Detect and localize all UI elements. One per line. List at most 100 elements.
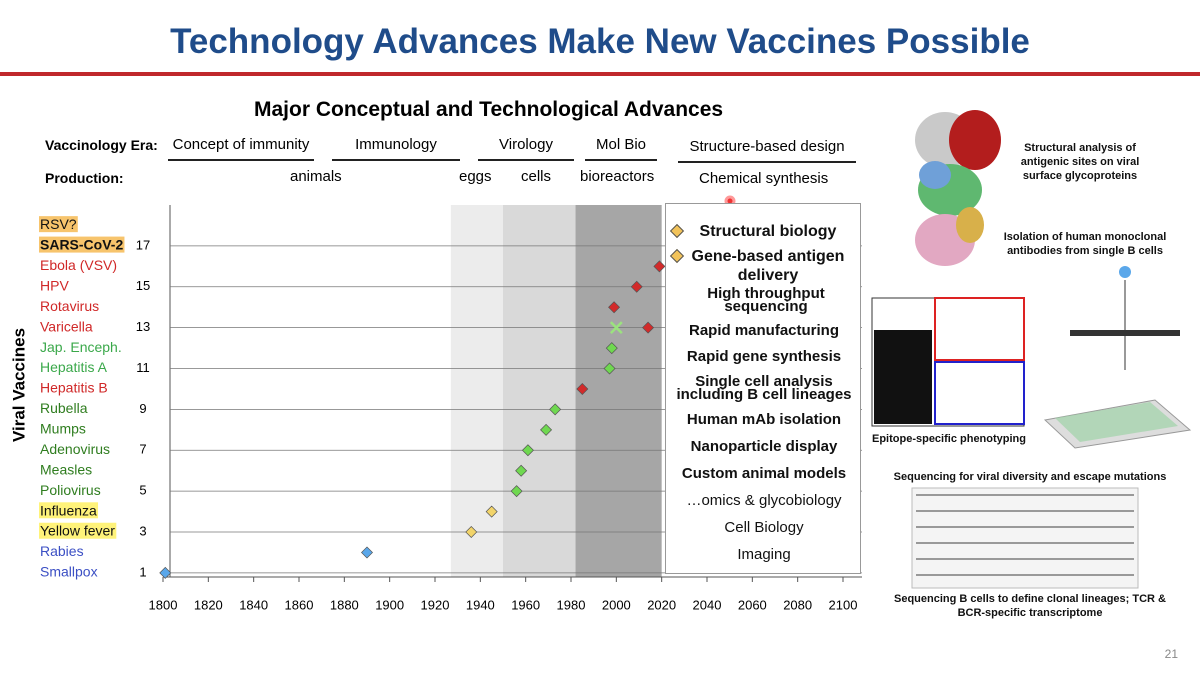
legend-diamond xyxy=(669,223,685,239)
era-band xyxy=(503,205,576,577)
advance-item: High throughput sequencing xyxy=(707,285,825,315)
point xyxy=(642,321,655,334)
category-highlight xyxy=(39,502,99,519)
cloning-diagram xyxy=(1043,266,1192,449)
point xyxy=(603,362,616,375)
category-highlight xyxy=(39,522,117,539)
x-tick-label: 1940 xyxy=(466,597,495,612)
category-label: Rabies xyxy=(40,543,84,559)
flow-plot xyxy=(871,297,1025,427)
point xyxy=(159,566,172,579)
y-tick-label: 3 xyxy=(139,523,146,538)
advance-item: Rapid manufacturing xyxy=(688,322,839,339)
advance-item: Cell Biology xyxy=(724,519,804,536)
x-tick-label: 2020 xyxy=(647,597,676,612)
x-tick-label: 1820 xyxy=(194,597,223,612)
panel-title: Major Conceptual and Technological Advan… xyxy=(254,98,724,121)
category-label: Mumps xyxy=(40,421,86,437)
era-band xyxy=(450,205,503,577)
advance-item: Custom animal models xyxy=(681,465,847,482)
y-tick-label: 13 xyxy=(136,319,150,334)
x-tick-label: 1840 xyxy=(239,597,268,612)
advance-item: Imaging xyxy=(737,546,791,563)
x-tick-label: 2060 xyxy=(738,597,767,612)
point xyxy=(653,260,666,273)
caption: Structural analysis of antigenic sites o… xyxy=(1020,142,1140,182)
category-label: RSV? xyxy=(40,216,77,232)
advance-item: Nanoparticle display xyxy=(690,438,838,455)
era: Immunology xyxy=(332,136,460,161)
era-label: Vaccinology Era: xyxy=(45,137,158,153)
point xyxy=(605,342,618,355)
era: Virology xyxy=(478,136,574,161)
era: Mol Bio xyxy=(585,136,657,161)
category-label: Ebola (VSV) xyxy=(40,257,117,273)
advances-box: Structural biology Gene-based antigen del… xyxy=(665,203,861,574)
x-tick-label: 1960 xyxy=(511,597,540,612)
y-tick-label: 15 xyxy=(136,278,150,293)
x-tick-label: 1900 xyxy=(375,597,404,612)
category-label: Poliovirus xyxy=(40,482,101,498)
legend-diamond xyxy=(669,248,685,264)
advance-item: Structural biology xyxy=(699,223,837,240)
x-tick-label: 2040 xyxy=(693,597,722,612)
category-label: SARS-CoV-2 xyxy=(40,237,123,253)
point xyxy=(515,464,528,477)
category-highlight xyxy=(39,236,125,253)
category-label: Rubella xyxy=(40,400,88,416)
advance-item: Single cell analysis including B cell li… xyxy=(676,373,852,403)
point xyxy=(510,485,523,498)
sequence-alignment xyxy=(911,487,1139,589)
caption: Sequencing for viral diversity and escap… xyxy=(893,471,1167,483)
point xyxy=(630,280,643,293)
point xyxy=(576,382,589,395)
caption: Epitope-specific phenotyping xyxy=(871,433,1026,445)
y-tick-label: 5 xyxy=(139,483,146,498)
y-tick-label: 9 xyxy=(139,401,146,416)
caption: Sequencing B cells to define clonal line… xyxy=(894,593,1166,619)
category-label: HPV xyxy=(40,277,69,293)
advance-item: Rapid gene synthesis xyxy=(686,348,842,365)
point xyxy=(540,423,553,436)
slide-title: Technology Advances Make New Vaccines Po… xyxy=(170,22,1030,61)
point xyxy=(465,526,478,539)
protein-structure xyxy=(915,110,1001,266)
category-label: Varicella xyxy=(40,318,93,334)
y-tick-label: 17 xyxy=(136,237,150,252)
x-tick-label: 1860 xyxy=(285,597,314,612)
y-tick-label: 1 xyxy=(139,564,146,579)
point xyxy=(608,301,621,314)
x-tick-label: 1880 xyxy=(330,597,359,612)
category-label: Smallpox xyxy=(40,564,98,580)
y-tick-label: 11 xyxy=(136,360,150,375)
advance-item: …omics & glycobiology xyxy=(686,492,842,509)
category-label: Yellow fever xyxy=(40,523,115,539)
point xyxy=(521,444,534,457)
page-number: 21 xyxy=(1165,647,1179,661)
era-band xyxy=(575,205,662,577)
category-label: Hepatitis B xyxy=(40,380,108,396)
caption: Isolation of human monoclonal antibodies… xyxy=(1003,231,1167,257)
category-label: Jap. Enceph. xyxy=(40,339,122,355)
x-tick-label: 1800 xyxy=(149,597,178,612)
production: animals xyxy=(290,168,342,185)
x-tick-label: 1920 xyxy=(421,597,450,612)
category-label: Influenza xyxy=(40,502,97,518)
era: Structure-based design xyxy=(678,138,856,163)
advance-item: Gene-based antigen delivery xyxy=(691,248,845,284)
y-tick-label: 7 xyxy=(139,442,146,457)
point xyxy=(609,321,623,335)
title-rule xyxy=(0,72,1200,76)
production: bioreactors xyxy=(580,168,655,185)
production-label: Production: xyxy=(45,170,124,186)
category-label: Adenovirus xyxy=(40,441,110,457)
advance-item: Human mAb isolation xyxy=(686,411,842,428)
x-tick-label: 2000 xyxy=(602,597,631,612)
x-tick-label: 2100 xyxy=(829,597,858,612)
category-label: Hepatitis A xyxy=(40,359,108,375)
category-label: Rotavirus xyxy=(40,298,99,314)
point xyxy=(485,505,498,518)
production: Chemical synthesis xyxy=(699,170,829,187)
